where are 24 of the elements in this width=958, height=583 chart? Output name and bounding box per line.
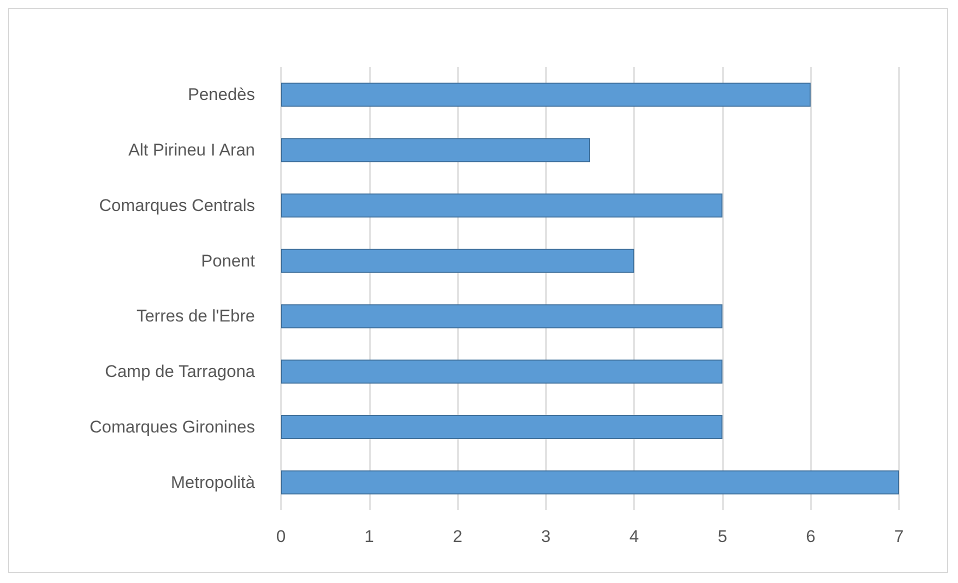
bar — [281, 248, 634, 273]
bar — [281, 304, 722, 328]
bar — [281, 193, 722, 218]
x-tick-label: 3 — [541, 527, 551, 546]
y-tick-label: Comarques Centrals — [99, 196, 255, 215]
x-tick-label: 0 — [276, 527, 286, 546]
y-tick-label: Alt Pirineu I Aran — [128, 140, 255, 160]
bar — [281, 82, 811, 107]
y-tick-label: Comarques Gironines — [90, 417, 255, 436]
bar — [281, 138, 590, 162]
y-tick-label: Metropolità — [170, 472, 256, 492]
x-tick-label: 7 — [894, 527, 904, 546]
bar — [281, 360, 722, 384]
y-tick-label: Camp de Tarragona — [105, 362, 256, 382]
x-tick-label: 1 — [364, 527, 374, 546]
x-tick-label: 6 — [806, 527, 816, 546]
y-tick-label: Terres de l'Ebre — [136, 306, 255, 326]
bar — [281, 470, 899, 494]
x-tick-label: 4 — [629, 527, 639, 546]
x-tick-label: 5 — [718, 527, 728, 546]
y-tick-label: Ponent — [201, 251, 256, 270]
y-tick-label: Penedès — [188, 85, 255, 104]
bar — [281, 414, 722, 439]
x-tick-label: 2 — [452, 527, 462, 546]
